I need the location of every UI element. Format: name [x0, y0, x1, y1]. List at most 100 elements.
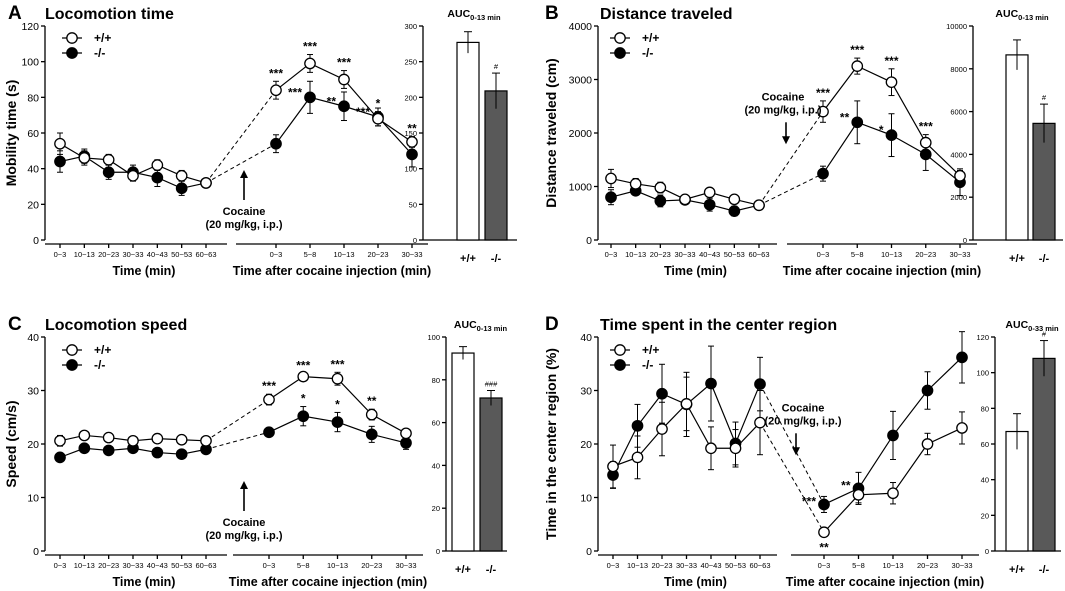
auc-subscript: 0-33 min [1028, 324, 1059, 333]
legend: +/+-/- [610, 343, 659, 372]
x-tick-label: 60~63 [749, 561, 770, 570]
data-point [406, 136, 418, 148]
x-tick-label: 40~43 [699, 250, 720, 259]
data-point [656, 423, 668, 435]
series-wt [607, 376, 968, 539]
data-point [54, 451, 66, 464]
x-tick-label: 10~13 [625, 250, 646, 259]
significance-label: *** [330, 357, 344, 371]
significance-label: ** [407, 122, 417, 136]
auc-y-tick-label: 20 [981, 511, 989, 520]
significance-label: *** [850, 43, 864, 57]
y-tick-label: 0 [33, 235, 39, 247]
x-tick-label: 0~3 [607, 561, 620, 570]
series-wt [605, 57, 966, 212]
data-point [175, 448, 188, 461]
legend-label: +/+ [94, 343, 111, 357]
x-tick-label: 20~23 [361, 561, 382, 570]
panel-title: Distance traveled [600, 6, 733, 23]
significance-label: *** [303, 40, 317, 54]
significance-label: *** [816, 86, 830, 100]
data-point [270, 84, 282, 97]
data-point [338, 100, 350, 113]
auc-y-tick-label: 0 [963, 236, 967, 245]
auc-significance: # [1042, 93, 1047, 102]
y-tick-label: 20 [27, 439, 39, 451]
auc-bar [456, 41, 480, 241]
legend-marker [614, 47, 626, 59]
x-tick-label: 50~53 [171, 561, 192, 570]
auc-y-tick-label: 250 [404, 58, 417, 67]
x-tick-label: 20~23 [98, 250, 119, 259]
data-point [372, 112, 384, 125]
panel-title: Locomotion speed [45, 317, 187, 334]
y-tick-label: 3000 [569, 75, 593, 87]
legend: +/+-/- [610, 31, 659, 60]
data-point [175, 182, 188, 195]
x-tick-label: 5~8 [297, 561, 310, 570]
data-point [887, 487, 899, 500]
x-tick-label: 0~3 [263, 561, 276, 570]
auc-y-tick-label: 80 [432, 376, 440, 385]
auc-y-tick-label: 2000 [950, 193, 967, 202]
x-tick-label: 30~33 [951, 561, 972, 570]
y-tick-label: 40 [27, 164, 39, 176]
auc-title: AUC0-13 min [454, 319, 508, 333]
data-point [887, 429, 899, 442]
data-point [304, 91, 316, 104]
auc-y-tick-label: 100 [427, 333, 440, 342]
auc-category-label: +/+ [1009, 253, 1025, 265]
significance-label: *** [919, 120, 933, 134]
series-connector [758, 111, 824, 206]
significance-label: *** [269, 66, 283, 80]
x-tick-label: 0~3 [605, 250, 618, 259]
x-tick-label: 20~23 [917, 561, 938, 570]
auc-bar [1032, 357, 1056, 552]
series-connector [205, 143, 277, 184]
series-connector [205, 89, 277, 184]
series-connector [759, 422, 825, 533]
data-point [705, 377, 717, 390]
y-tick-label: 100 [21, 57, 39, 69]
arrow-head [782, 136, 790, 145]
panel-a: A Locomotion time Mobility time (s) 0 20 40 60… [3, 3, 517, 278]
y-tick-label: 10 [27, 493, 39, 505]
x-tick-label: 50~53 [171, 250, 192, 259]
y-tick-label: 40 [580, 332, 592, 344]
data-point [151, 159, 164, 171]
legend-marker [66, 344, 78, 356]
legend-marker [614, 344, 626, 356]
auc-subscript: 0-13 min [477, 324, 508, 333]
panel-label: A [8, 3, 22, 24]
data-point [728, 193, 741, 206]
y-tick-label: 120 [21, 21, 39, 33]
data-point [338, 73, 350, 86]
series-wt [54, 54, 418, 189]
legend-label: -/- [642, 358, 653, 372]
auc-bar-chart: 0 50 100 150 200 250 300 AUC0-13 min +/+ # -/- [404, 8, 517, 265]
data-point [406, 148, 418, 161]
auc-y-tick-label: 0 [436, 547, 440, 556]
auc-y-tick-label: 80 [981, 404, 989, 413]
auc-y-tick-label: 60 [432, 419, 440, 428]
annotation-line: (20 mg/kg, i.p.) [764, 415, 841, 427]
x-tick-label: 10~13 [74, 561, 95, 570]
auc-y-tick-label: 300 [404, 22, 417, 31]
y-tick-label: 0 [33, 546, 39, 558]
data-point [605, 172, 617, 185]
x-tick-label: 30~33 [122, 250, 143, 259]
auc-category-label: -/- [1039, 564, 1050, 576]
x-tick-label: 20~23 [651, 561, 672, 570]
auc-category-label: +/+ [455, 564, 471, 576]
series-ko [54, 406, 412, 464]
x-axis-label-post: Time after cocaine injection (min) [786, 575, 984, 589]
significance-label: *** [337, 56, 351, 70]
legend-marker [614, 32, 626, 44]
data-point [607, 460, 619, 473]
auc-y-tick-label: 150 [404, 129, 417, 138]
data-point [631, 451, 644, 464]
panel-title: Time spent in the center region [600, 317, 837, 334]
series-connector [205, 431, 270, 450]
data-point [78, 152, 91, 164]
data-point [54, 137, 66, 150]
